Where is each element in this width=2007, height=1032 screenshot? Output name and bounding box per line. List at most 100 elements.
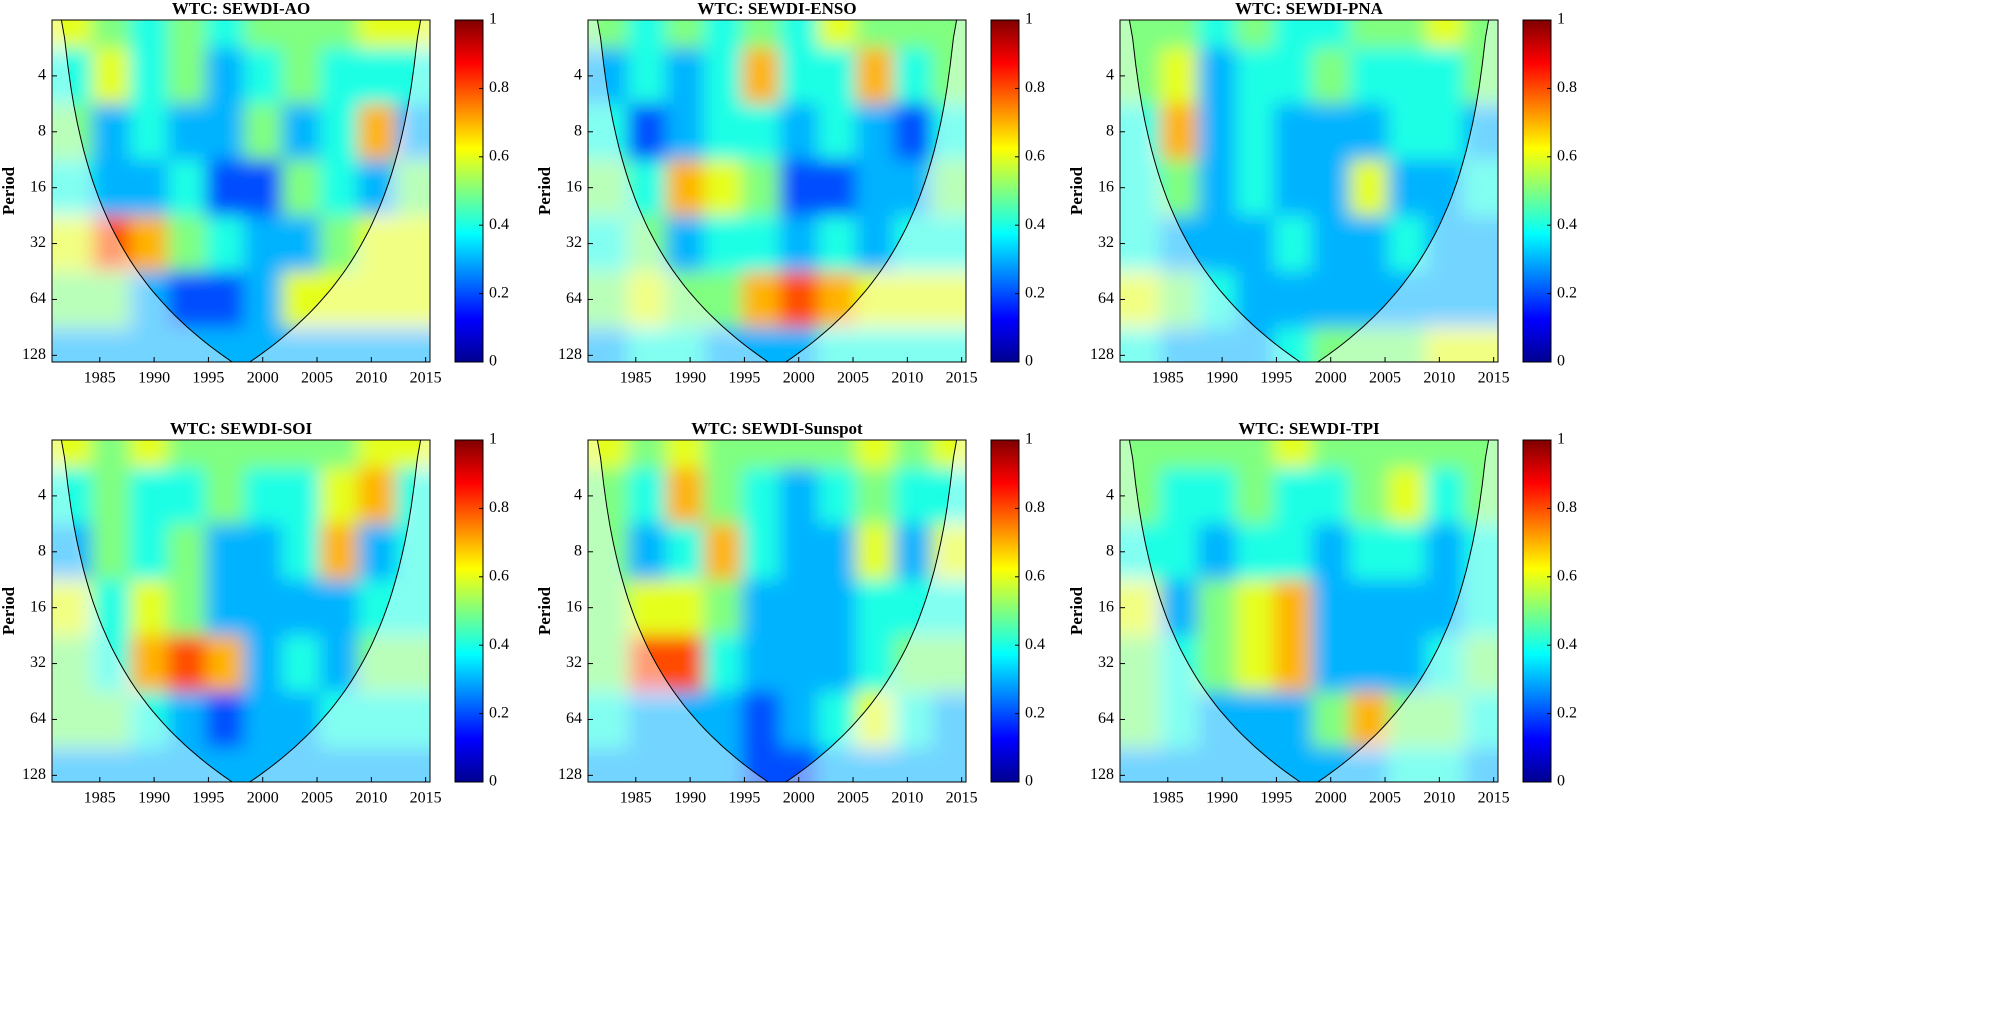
cell [129,327,169,362]
cell [779,327,819,362]
x-tick-label: 1985 [620,370,652,387]
cell [1387,691,1427,748]
cell [1235,327,1275,362]
cell [1273,271,1313,328]
x-tick-label: 2000 [783,370,815,387]
y-axis-label: Period [535,586,554,635]
cell [91,523,131,581]
heatmap-cells [52,440,430,782]
cell [931,635,966,693]
cell [1197,327,1237,362]
cell [1425,20,1465,49]
cell [1235,579,1275,637]
colorbar-tick-label: 0.8 [1025,79,1045,96]
colorbar-tick-label: 0.8 [1557,499,1577,516]
cell [1273,635,1313,693]
coi-line [588,20,966,362]
cell [167,215,207,273]
cell [779,747,819,782]
colorbar-tick-label: 0.6 [1025,567,1045,584]
y-tick-label: 64 [1098,710,1114,727]
y-tick-label: 64 [1098,290,1114,307]
cell [1425,440,1465,469]
cell [1197,691,1237,748]
y-tick-label: 16 [566,598,582,615]
chart-title: WTC: SEWDI-PNA [1235,0,1384,18]
cell [205,20,245,49]
cell [703,215,743,273]
cell [1235,215,1275,273]
cell [281,467,321,525]
cell [243,215,283,273]
y-tick-label: 4 [574,487,582,504]
cell [281,579,321,637]
y-axis-label: Period [1067,166,1086,215]
cell [319,467,359,525]
cell [357,20,397,49]
cell [281,635,321,693]
y-tick-label: 16 [30,178,46,195]
y-axis-label: Period [1067,586,1086,635]
cell [1273,327,1313,362]
y-tick-label: 32 [566,654,582,671]
coi-line [588,440,966,782]
x-tick-label: 2005 [1369,790,1401,807]
panel: WTC: SEWDI-PNA Period 1985 1990 1995 2000 2005… [1067,0,1577,387]
cell [167,159,207,217]
cell [1425,47,1465,105]
cell [52,691,93,748]
cell [817,271,857,328]
cell [357,159,397,217]
cell [1425,747,1465,782]
cell [893,20,933,49]
cell [1197,215,1237,273]
cell [931,271,966,328]
cell [281,103,321,161]
colorbar-tick-label: 0 [489,773,497,790]
cell [52,20,93,49]
x-tick-label: 1990 [138,370,170,387]
cell [319,523,359,581]
heatmap [52,20,430,362]
cell [281,215,321,273]
cell [319,440,359,469]
cell [1425,327,1465,362]
y-tick-label: 64 [30,290,46,307]
x-tick-label: 1990 [674,370,706,387]
x-tick-label: 2015 [1478,370,1510,387]
cell [1387,579,1427,637]
cell [91,691,131,748]
cell [1311,579,1351,637]
cell [779,523,819,581]
cell [1235,635,1275,693]
colorbar-tick-label: 0.2 [489,284,509,301]
cell [1197,579,1237,637]
cell [627,47,667,105]
cell [627,691,667,748]
cell [357,440,397,469]
cell [1463,440,1498,469]
cell [741,159,781,217]
cell [395,691,430,748]
x-tick-label: 1995 [1260,790,1292,807]
plot-frame [51,439,431,783]
cell [395,579,430,637]
cell [1197,271,1237,328]
colorbar [990,439,1020,783]
cell [243,579,283,637]
cell [1425,271,1465,328]
colorbar-tick-label: 0.8 [489,499,509,516]
cell [1311,103,1351,161]
cell [627,579,667,637]
cell [893,467,933,525]
cell [817,47,857,105]
cell [741,579,781,637]
cell [91,579,131,637]
cell [1349,440,1389,469]
cell [243,327,283,362]
x-tick-label: 2010 [1423,370,1455,387]
cell [665,215,705,273]
cell [779,635,819,693]
cell [893,47,933,105]
cell [395,159,430,217]
